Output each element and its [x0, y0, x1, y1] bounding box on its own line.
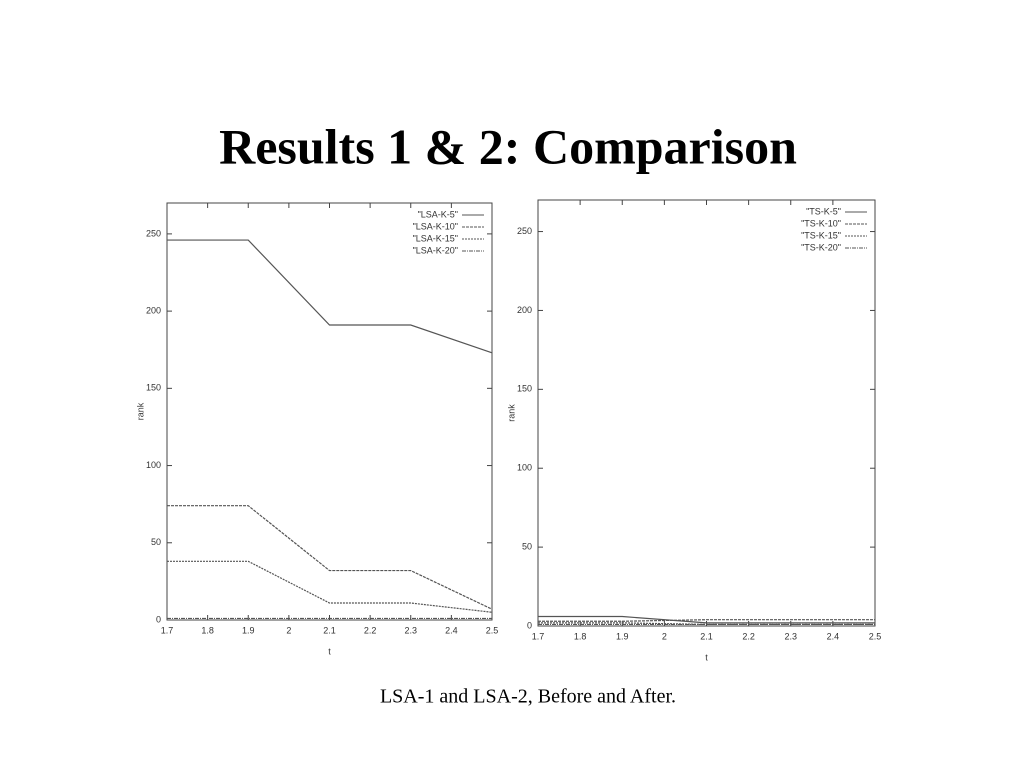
- y-tick-label: 150: [517, 384, 532, 394]
- y-tick-label: 50: [522, 541, 532, 551]
- x-tick-label: 2: [286, 625, 291, 635]
- y-tick-label: 250: [146, 228, 161, 238]
- x-tick-label: 1.8: [574, 631, 587, 641]
- legend-label: "LSA-K-15": [413, 233, 458, 243]
- x-tick-label: 1.7: [161, 625, 174, 635]
- y-tick-label: 0: [527, 620, 532, 630]
- y-axis-label: rank: [135, 402, 145, 420]
- x-tick-label: 2.4: [827, 631, 840, 641]
- x-tick-label: 2.5: [869, 631, 882, 641]
- y-tick-label: 50: [151, 537, 161, 547]
- y-tick-label: 250: [517, 226, 532, 236]
- y-tick-label: 200: [146, 305, 161, 315]
- x-tick-label: 1.9: [242, 625, 255, 635]
- x-tick-label: 2.3: [784, 631, 797, 641]
- legend-label: "TS-K-10": [801, 218, 841, 228]
- legend-label: "TS-K-20": [801, 242, 841, 252]
- legend-label: "LSA-K-20": [413, 245, 458, 255]
- x-tick-label: 1.8: [201, 625, 214, 635]
- x-tick-label: 2.1: [700, 631, 713, 641]
- x-tick-label: 2: [662, 631, 667, 641]
- x-axis-label: t: [705, 652, 708, 662]
- legend-label: "LSA-K-5": [418, 209, 458, 219]
- y-axis-label: rank: [506, 404, 516, 422]
- x-axis-label: t: [328, 646, 331, 656]
- series-line: [167, 239, 493, 354]
- x-tick-label: 2.4: [445, 625, 458, 635]
- y-tick-label: 100: [146, 460, 161, 470]
- series-line: [538, 619, 875, 622]
- x-tick-label: 1.7: [532, 631, 545, 641]
- series-line: [167, 560, 493, 613]
- x-tick-label: 2.5: [486, 625, 499, 635]
- series-line: [538, 615, 875, 624]
- legend-label: "LSA-K-10": [413, 221, 458, 231]
- plot-frame: [537, 199, 876, 627]
- x-tick-label: 2.1: [323, 625, 336, 635]
- slide-title: Results 1 & 2: Comparison: [219, 118, 797, 174]
- legend-label: "TS-K-5": [806, 206, 841, 216]
- y-tick-label: 200: [517, 305, 532, 315]
- plot-frame: [166, 202, 493, 621]
- caption: LSA-1 and LSA-2, Before and After.: [380, 686, 676, 708]
- y-tick-label: 150: [146, 383, 161, 393]
- y-tick-label: 0: [156, 614, 161, 624]
- x-tick-label: 2.3: [404, 625, 417, 635]
- x-tick-label: 2.2: [742, 631, 755, 641]
- x-tick-label: 1.9: [616, 631, 629, 641]
- y-tick-label: 100: [517, 463, 532, 473]
- series-line: [167, 505, 493, 610]
- x-tick-label: 2.2: [364, 625, 377, 635]
- legend-label: "TS-K-15": [801, 230, 841, 240]
